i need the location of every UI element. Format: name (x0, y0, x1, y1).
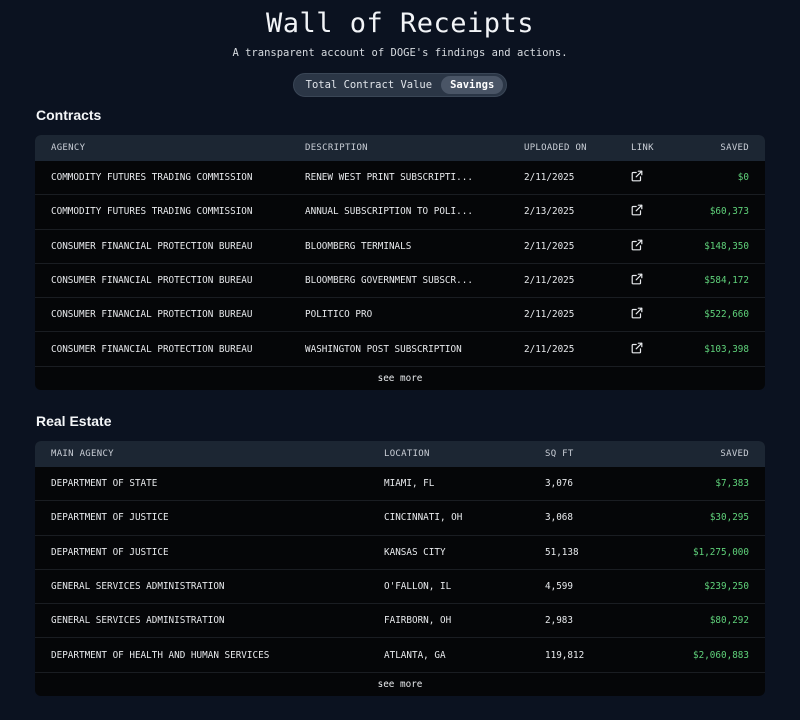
description-cell: RENEW WEST PRINT SUBSCRIPTI... (305, 172, 473, 184)
location-cell: MIAMI, FL (384, 478, 435, 490)
saved-cell: $239,250 (704, 581, 749, 593)
main-agency-cell: DEPARTMENT OF JUSTICE (51, 512, 169, 524)
table-row: COMMODITY FUTURES TRADING COMMISSION ANNU… (35, 195, 765, 230)
location-cell: KANSAS CITY (384, 546, 446, 558)
table-row: CONSUMER FINANCIAL PROTECTION BUREAU BLOO… (35, 230, 765, 264)
saved-cell: $148,350 (704, 240, 749, 252)
contracts-section-title: Contracts (36, 107, 102, 123)
column-header-sq-ft: SQ FT (545, 449, 574, 459)
real-estate-table-header: MAIN AGENCY LOCATION SQ FT SAVED (35, 441, 765, 467)
main-agency-cell: DEPARTMENT OF STATE (51, 478, 158, 490)
link-cell (631, 170, 683, 185)
saved-cell: $1,275,000 (693, 546, 749, 558)
table-row: DEPARTMENT OF JUSTICE KANSAS CITY 51,138 $1… (35, 536, 765, 570)
contracts-see-more-button[interactable]: see more (377, 372, 423, 384)
external-link-icon[interactable] (631, 204, 643, 216)
toggle-savings[interactable]: Savings (441, 76, 504, 94)
main-agency-cell: GENERAL SERVICES ADMINISTRATION (51, 615, 225, 627)
link-cell (631, 273, 683, 288)
table-row: GENERAL SERVICES ADMINISTRATION O'FALLON,… (35, 570, 765, 605)
saved-cell: $103,398 (704, 343, 749, 355)
column-header-saved: SAVED (720, 449, 749, 459)
uploaded-on-cell: 2/11/2025 (524, 343, 575, 355)
uploaded-on-cell: 2/11/2025 (524, 275, 575, 287)
real-estate-table-body: DEPARTMENT OF STATE MIAMI, FL 3,076 $7,383 D… (35, 467, 765, 673)
uploaded-on-cell: 2/11/2025 (524, 240, 575, 252)
agency-cell: CONSUMER FINANCIAL PROTECTION BUREAU (51, 309, 253, 321)
saved-cell: $60,373 (709, 206, 749, 218)
value-toggle: Total Contract Value Savings (292, 73, 508, 97)
agency-cell: COMMODITY FUTURES TRADING COMMISSION (51, 172, 253, 184)
page-title: Wall of Receipts (265, 8, 535, 39)
sq-ft-cell: 51,138 (545, 546, 579, 558)
description-cell: WASHINGTON POST SUBSCRIPTION (305, 343, 462, 355)
column-header-location: LOCATION (384, 449, 430, 459)
table-row: CONSUMER FINANCIAL PROTECTION BUREAU POLI… (35, 298, 765, 333)
location-cell: CINCINNATI, OH (384, 512, 463, 524)
saved-cell: $30,295 (709, 512, 749, 524)
uploaded-on-cell: 2/13/2025 (524, 206, 575, 218)
real-estate-section-title: Real Estate (36, 413, 112, 429)
table-row: DEPARTMENT OF HEALTH AND HUMAN SERVICES A… (35, 638, 765, 673)
page-header: Wall of Receipts A transparent account o… (0, 0, 800, 97)
external-link-icon[interactable] (631, 170, 643, 182)
main-agency-cell: DEPARTMENT OF HEALTH AND HUMAN SERVICES (51, 649, 270, 661)
link-cell (631, 307, 683, 322)
sq-ft-cell: 2,983 (545, 615, 573, 627)
saved-cell: $80,292 (709, 615, 749, 627)
saved-cell: $584,172 (704, 275, 749, 287)
description-cell: BLOOMBERG GOVERNMENT SUBSCR... (305, 275, 473, 287)
saved-cell: $522,660 (704, 309, 749, 321)
description-cell: ANNUAL SUBSCRIPTION TO POLI... (305, 206, 473, 218)
saved-cell: $0 (737, 172, 749, 184)
agency-cell: COMMODITY FUTURES TRADING COMMISSION (51, 206, 253, 218)
agency-cell: CONSUMER FINANCIAL PROTECTION BUREAU (51, 275, 253, 287)
real-estate-table: MAIN AGENCY LOCATION SQ FT SAVED DEPARTM… (35, 441, 765, 696)
external-link-icon[interactable] (631, 307, 643, 319)
main-agency-cell: DEPARTMENT OF JUSTICE (51, 546, 169, 558)
value-toggle-wrap: Total Contract Value Savings (0, 73, 800, 97)
column-header-main-agency: MAIN AGENCY (51, 449, 114, 459)
location-cell: FAIRBORN, OH (384, 615, 452, 627)
description-cell: BLOOMBERG TERMINALS (305, 240, 412, 252)
table-row: COMMODITY FUTURES TRADING COMMISSION RENE… (35, 161, 765, 196)
table-row: CONSUMER FINANCIAL PROTECTION BUREAU BLOO… (35, 264, 765, 299)
uploaded-on-cell: 2/11/2025 (524, 172, 575, 184)
contracts-table-body: COMMODITY FUTURES TRADING COMMISSION RENE… (35, 161, 765, 367)
description-cell: POLITICO PRO (305, 309, 373, 321)
agency-cell: CONSUMER FINANCIAL PROTECTION BUREAU (51, 240, 253, 252)
main-agency-cell: GENERAL SERVICES ADMINISTRATION (51, 581, 225, 593)
sq-ft-cell: 3,068 (545, 512, 573, 524)
real-estate-see-more-button[interactable]: see more (377, 678, 423, 690)
link-cell (631, 204, 683, 219)
agency-cell: CONSUMER FINANCIAL PROTECTION BUREAU (51, 343, 253, 355)
uploaded-on-cell: 2/11/2025 (524, 309, 575, 321)
sq-ft-cell: 119,812 (545, 649, 585, 661)
sq-ft-cell: 3,076 (545, 478, 573, 490)
column-header-saved: SAVED (720, 143, 749, 153)
contracts-table: AGENCY DESCRIPTION UPLOADED ON LINK SAVE… (35, 135, 765, 390)
external-link-icon[interactable] (631, 239, 643, 251)
page-subtitle: A transparent account of DOGE's findings… (232, 47, 568, 59)
external-link-icon[interactable] (631, 273, 643, 285)
table-row: GENERAL SERVICES ADMINISTRATION FAIRBORN,… (35, 604, 765, 639)
link-cell (631, 239, 683, 254)
saved-cell: $7,383 (715, 478, 749, 490)
column-header-agency: AGENCY (51, 143, 86, 153)
link-cell (631, 342, 683, 357)
contracts-table-header: AGENCY DESCRIPTION UPLOADED ON LINK SAVE… (35, 135, 765, 161)
saved-cell: $2,060,883 (693, 649, 749, 661)
toggle-total-contract-value[interactable]: Total Contract Value (305, 79, 433, 91)
external-link-icon[interactable] (631, 342, 643, 354)
column-header-description: DESCRIPTION (305, 143, 368, 153)
column-header-uploaded-on: UPLOADED ON (524, 143, 587, 153)
column-header-link: LINK (631, 143, 654, 153)
location-cell: ATLANTA, GA (384, 649, 446, 661)
sq-ft-cell: 4,599 (545, 581, 573, 593)
location-cell: O'FALLON, IL (384, 581, 452, 593)
table-row: CONSUMER FINANCIAL PROTECTION BUREAU WASH… (35, 332, 765, 367)
table-row: DEPARTMENT OF JUSTICE CINCINNATI, OH 3,068… (35, 501, 765, 536)
table-row: DEPARTMENT OF STATE MIAMI, FL 3,076 $7,383 (35, 467, 765, 502)
